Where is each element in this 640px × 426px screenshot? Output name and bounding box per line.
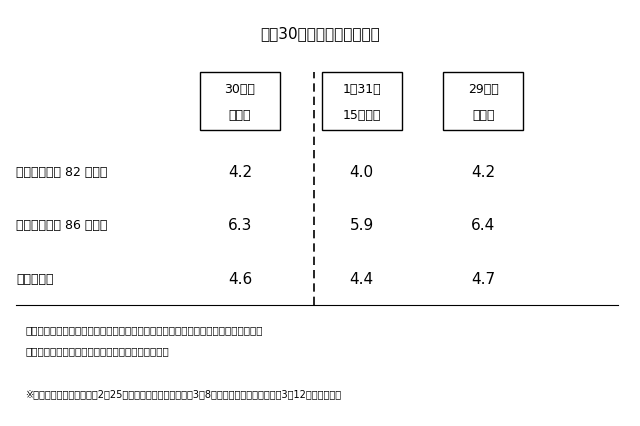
Text: 4.2: 4.2	[228, 165, 252, 180]
Text: 4.0: 4.0	[349, 165, 374, 180]
Text: （注）　国際教養大学、新潟県立大学、公立小松大学及び公立諏訪東京理科大学は、: （注） 国際教養大学、新潟県立大学、公立小松大学及び公立諏訪東京理科大学は、	[26, 325, 263, 335]
Text: 計: 計	[16, 273, 54, 285]
Text: 30年度: 30年度	[225, 83, 255, 96]
Text: 4.2: 4.2	[471, 165, 495, 180]
Text: 確　定: 確 定	[228, 109, 252, 122]
Text: 6.4: 6.4	[471, 218, 495, 233]
Text: 4.7: 4.7	[471, 271, 495, 287]
Text: 5.9: 5.9	[349, 218, 374, 233]
Bar	[200, 72, 280, 130]
Text: 4.4: 4.4	[349, 271, 374, 287]
Text: 29年度: 29年度	[468, 83, 499, 96]
Text: 1月31日: 1月31日	[342, 83, 381, 96]
Text: 国立大学（全 82 大学）: 国立大学（全 82 大学）	[16, 166, 108, 179]
Text: 平成30年度　確定志願倍率: 平成30年度 確定志願倍率	[260, 26, 380, 42]
Bar	[321, 72, 402, 130]
Text: 確　定: 確 定	[472, 109, 495, 122]
Text: 公立大学（全 86 大学）: 公立大学（全 86 大学）	[16, 219, 108, 232]
Text: 6.3: 6.3	[228, 218, 252, 233]
Text: 4.6: 4.6	[228, 271, 252, 287]
Text: ※　試験日程　前期日程：2月25日（日）から　中期日程：3月8日（木）から　後期日程：3月12日（月）以降: ※ 試験日程 前期日程：2月25日（日）から 中期日程：3月8日（木）から 後期…	[26, 389, 342, 399]
Bar	[443, 72, 524, 130]
Text: 15時現在: 15時現在	[342, 109, 381, 122]
Text: 独自日程による試験実施のため含まない。: 独自日程による試験実施のため含まない。	[26, 346, 170, 357]
